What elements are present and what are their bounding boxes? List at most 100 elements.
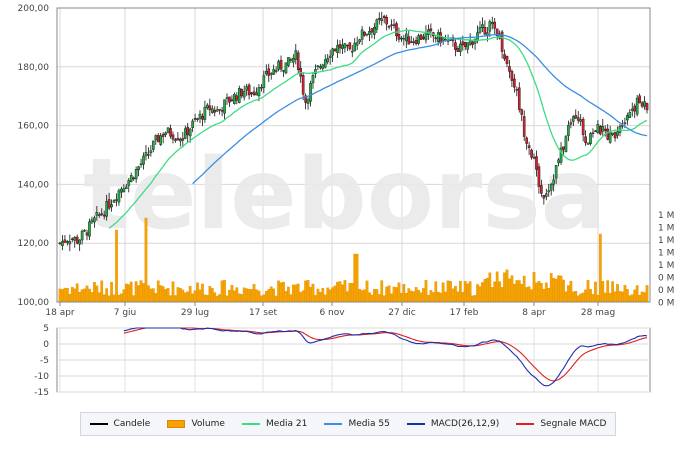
volume-bar <box>296 283 300 303</box>
volume-bar <box>601 281 605 303</box>
volume-bar <box>237 293 241 303</box>
candle-body <box>454 42 457 50</box>
candle-body <box>129 175 133 182</box>
candle-body <box>237 88 241 103</box>
volume-bar <box>628 295 632 303</box>
price-frame <box>56 7 651 303</box>
volume-bar <box>196 282 199 303</box>
candle-body <box>166 127 170 133</box>
volume-bar <box>326 287 330 303</box>
candle-body <box>102 214 106 217</box>
volume-bar <box>247 288 251 303</box>
candle-body <box>478 27 482 33</box>
candle-body <box>206 104 209 109</box>
volume-bar <box>156 280 160 303</box>
volume-bar <box>328 289 332 303</box>
candle-body <box>392 24 396 26</box>
candle-body <box>201 116 204 120</box>
candle-body <box>132 177 135 180</box>
volume-bar <box>574 291 578 303</box>
candle-body <box>368 31 371 35</box>
candle-body <box>225 97 229 99</box>
price-y-tick: 160,00 <box>18 122 50 132</box>
macd-panel: 5 0 -5 -10 -15 <box>34 324 651 398</box>
candle-body <box>247 84 251 96</box>
candle-body <box>267 68 271 76</box>
price-y-tick: 120,00 <box>18 239 50 249</box>
legend-swatch <box>324 423 343 425</box>
candle-body <box>554 165 558 179</box>
volume-bar <box>304 280 307 303</box>
volume-bar <box>228 289 231 303</box>
volume-bar <box>314 295 317 303</box>
candle-body <box>564 136 568 152</box>
volume-bar <box>429 290 433 303</box>
candle-body <box>269 73 273 75</box>
volume-bar <box>532 272 536 303</box>
candle-body <box>363 31 366 36</box>
candle-body <box>390 24 393 26</box>
price-x-tick: 17 set <box>249 308 278 318</box>
volume-bar <box>151 288 155 303</box>
candle-body <box>382 15 386 18</box>
volume-bar <box>260 295 263 303</box>
candle-body <box>623 122 627 124</box>
candle-body <box>613 132 617 139</box>
volume-bar <box>454 286 457 303</box>
volume-bar <box>353 253 357 303</box>
volume-bar <box>387 285 391 303</box>
legend-item: Segnale MACD <box>516 419 606 429</box>
candle-body <box>90 219 94 223</box>
volume-bar <box>414 287 418 303</box>
candle-body <box>218 108 221 111</box>
volume-bar <box>350 283 354 303</box>
price-y-tick: 100,00 <box>18 298 50 308</box>
volume-bar <box>400 293 403 303</box>
volume-bar <box>544 282 548 303</box>
volume-y-tick: 1 M <box>658 211 674 221</box>
volume-bar <box>449 281 452 303</box>
candle-body <box>557 159 560 164</box>
candle-body <box>402 38 406 40</box>
candle-body <box>405 33 408 42</box>
legend-item: Volume <box>167 419 225 429</box>
volume-bar <box>395 287 398 303</box>
candle-body <box>505 56 509 64</box>
volume-bar <box>390 293 393 303</box>
volume-bar <box>264 291 268 303</box>
volume-bar <box>363 289 366 303</box>
candle-body <box>490 22 494 25</box>
candle-body <box>385 17 388 25</box>
volume-bar <box>567 285 570 303</box>
candle-body <box>235 95 239 101</box>
volume-bar <box>291 284 295 303</box>
candle-body <box>196 118 199 120</box>
volume-bar <box>110 281 113 303</box>
candle-body <box>488 21 492 32</box>
volume-bar <box>365 280 369 303</box>
legend-swatch <box>516 423 535 425</box>
volume-bar <box>463 280 467 303</box>
volume-bar <box>348 283 352 303</box>
candle-body <box>186 127 190 136</box>
price-x-tick: 18 apr <box>45 308 75 318</box>
legend-label: Candele <box>113 419 151 429</box>
volume-bar <box>306 280 310 303</box>
candle-body <box>260 86 263 89</box>
volume-bar <box>120 293 123 303</box>
volume-bar <box>633 289 637 303</box>
volume-bar <box>481 282 484 303</box>
volume-bar <box>466 283 470 303</box>
volume-bar <box>486 277 489 303</box>
volume-bar <box>439 292 443 303</box>
volume-bar <box>559 275 563 303</box>
candle-body <box>240 89 244 97</box>
volume-bar <box>279 282 283 303</box>
candle-body <box>380 18 384 22</box>
candle-body <box>591 132 595 134</box>
volume-bar <box>193 290 197 303</box>
volume-bar <box>161 286 165 303</box>
volume-bar <box>417 289 420 303</box>
candle-body <box>154 135 158 141</box>
